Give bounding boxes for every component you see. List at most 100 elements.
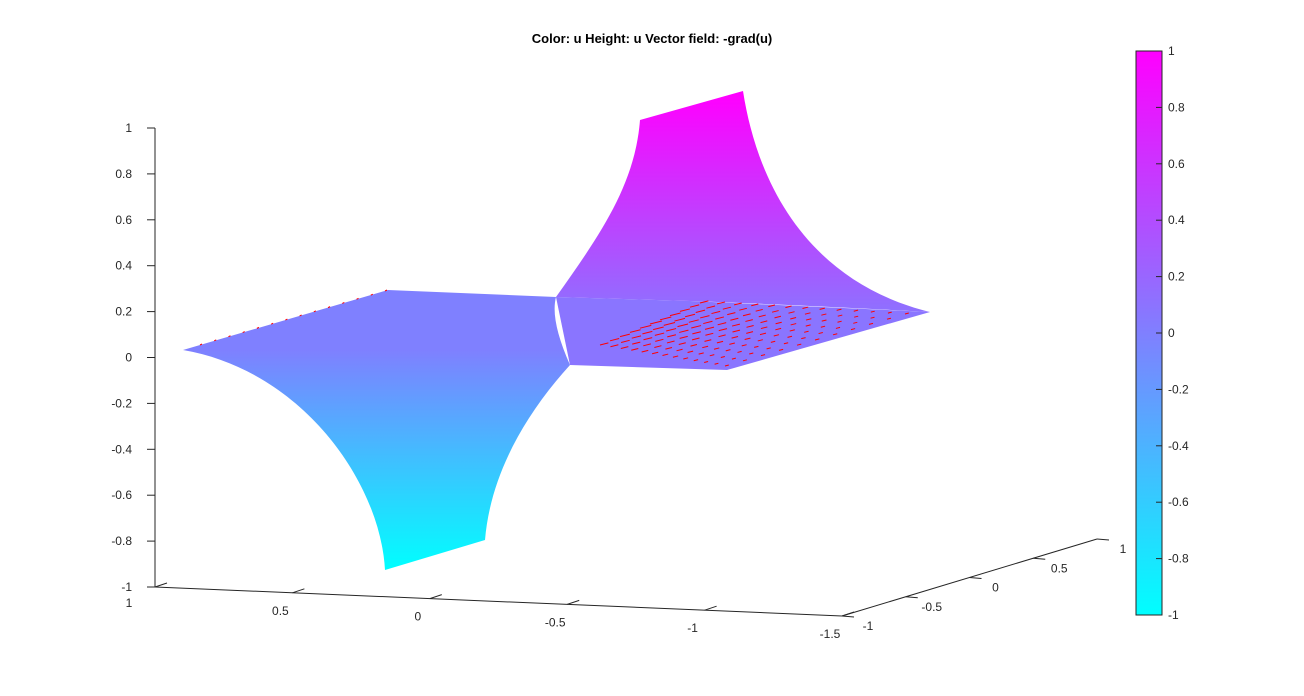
colorbar-tick-label: -0.4	[1168, 439, 1189, 453]
vector-arrow	[775, 327, 782, 331]
vector-arrow	[749, 352, 754, 355]
vector-arrow	[722, 306, 732, 310]
vector-arrow	[818, 332, 823, 335]
vector-arrow	[313, 310, 317, 313]
vector-arrow	[711, 310, 721, 315]
vector-arrow	[757, 339, 763, 342]
vector-arrow	[758, 314, 766, 318]
vector-arrow	[730, 317, 739, 321]
vector-arrow	[639, 324, 652, 329]
vector-arrow	[704, 339, 712, 342]
colorbar-tick-label: 1	[1168, 44, 1175, 58]
vector-arrow	[674, 317, 686, 322]
x-tick-label: 0	[414, 610, 421, 624]
vector-arrow	[619, 333, 630, 338]
vector-arrow	[731, 357, 736, 360]
colorbar-ticks: 1 0.8 0.6 0.4 0.2 0 -0.2 -0.4 -0.6 -0.8 -1	[1156, 44, 1189, 622]
z-tick-label: 1	[125, 121, 132, 135]
vector-arrow	[214, 339, 217, 342]
vector-arrow	[677, 323, 689, 328]
vector-arrow	[704, 361, 709, 363]
vector-arrow	[654, 332, 665, 336]
colorbar-tick-label: 0.2	[1168, 270, 1185, 284]
y-tick-label: -1	[863, 619, 874, 633]
vector-arrow	[709, 354, 715, 357]
vector-arrow	[734, 302, 742, 306]
surface-right-flat	[556, 297, 930, 370]
vector-arrow	[729, 342, 735, 345]
vector-arrow	[705, 332, 714, 336]
y-tick-mark	[905, 596, 918, 599]
vector-arrow	[700, 315, 710, 319]
vector-arrow	[665, 347, 673, 350]
vector-arrow	[837, 320, 842, 323]
colorbar-tick-label: 0.4	[1168, 213, 1185, 227]
vector-arrow	[788, 311, 795, 314]
vector-arrow	[698, 352, 704, 355]
vector-arrow	[715, 316, 725, 320]
vector-arrow	[745, 319, 753, 322]
y-tick-mark	[1033, 557, 1046, 560]
vector-arrow	[654, 345, 662, 348]
vector-arrow	[370, 293, 373, 296]
vector-arrow	[672, 355, 679, 358]
vector-arrow	[651, 351, 659, 355]
colorbar-tick-label: 0	[1168, 326, 1175, 340]
vector-arrow	[790, 323, 797, 326]
vector-arrow	[836, 308, 842, 311]
vector-arrow	[643, 343, 651, 347]
vector-arrow	[714, 362, 719, 365]
z-tick-label: 0.8	[115, 167, 132, 181]
vector-arrow	[732, 329, 741, 333]
x-tick-label: -0.5	[545, 615, 566, 629]
vector-arrow	[773, 334, 780, 337]
vector-arrow	[285, 318, 288, 321]
vector-arrow	[737, 350, 742, 353]
vector-arrow	[718, 334, 726, 338]
vector-arrow	[683, 357, 689, 360]
vector-arrow	[751, 303, 759, 307]
z-tick-label: 0.2	[115, 305, 132, 319]
x-tick-mark	[567, 599, 580, 605]
vector-arrow	[835, 326, 841, 329]
vector-arrow	[688, 319, 699, 323]
y-tick-label: -0.5	[921, 600, 942, 614]
vector-field	[199, 289, 909, 367]
vector-arrow	[717, 322, 727, 326]
x-axis: 1 0.5 0 -0.5 -1 -1.5	[126, 582, 855, 641]
vector-arrow	[904, 312, 909, 315]
vector-arrow	[744, 337, 751, 341]
colorbar: 1 0.8 0.6 0.4 0.2 0 -0.2 -0.4 -0.6 -0.8 -1	[1135, 44, 1189, 622]
chart-title: Color: u Height: u Vector field: -grad(u…	[531, 31, 773, 46]
vector-arrow	[632, 341, 641, 345]
vector-arrow	[643, 337, 653, 341]
vector-arrow	[804, 330, 809, 333]
z-tick-label: -0.6	[111, 488, 132, 502]
vector-arrow	[716, 340, 724, 344]
vector-arrow	[850, 328, 856, 331]
x-tick-label: 0.5	[272, 604, 289, 618]
colorbar-tick-label: -0.2	[1168, 382, 1189, 396]
vector-arrow	[755, 308, 763, 312]
z-tick-label: -0.2	[111, 396, 132, 410]
vector-arrow	[691, 325, 702, 329]
vector-arrow	[725, 349, 731, 352]
vector-arrow	[669, 312, 681, 317]
z-tick-label: 0	[125, 351, 132, 365]
y-ticks: -1 -0.5 0 0.5 1	[841, 538, 1127, 633]
colorbar-tick-label: -0.6	[1168, 495, 1189, 509]
vector-arrow	[679, 335, 688, 339]
vector-arrow	[620, 346, 629, 349]
vector-arrow	[804, 312, 811, 315]
vector-arrow	[684, 313, 696, 318]
vector-arrow	[693, 359, 699, 362]
vector-arrow	[716, 301, 726, 305]
colorbar-tick-label: 0.8	[1168, 100, 1185, 114]
vector-arrow	[741, 344, 747, 347]
x-tick-label: -1	[687, 621, 698, 635]
vector-arrow	[299, 314, 302, 317]
z-tick-label: 0.6	[115, 213, 132, 227]
vector-arrow	[699, 300, 709, 304]
